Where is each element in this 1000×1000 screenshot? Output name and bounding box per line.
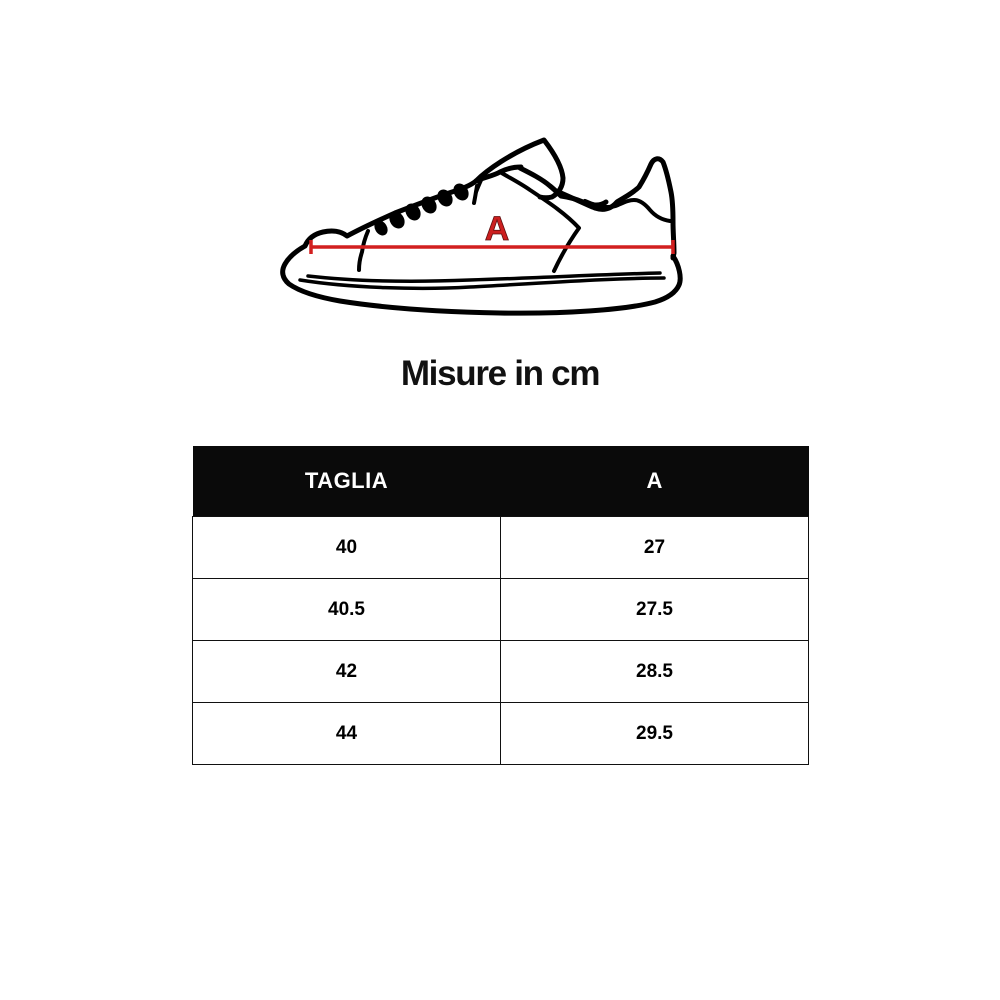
svg-text:A: A [485,210,510,248]
svg-text:Misure in cm: Misure in cm [401,354,599,393]
